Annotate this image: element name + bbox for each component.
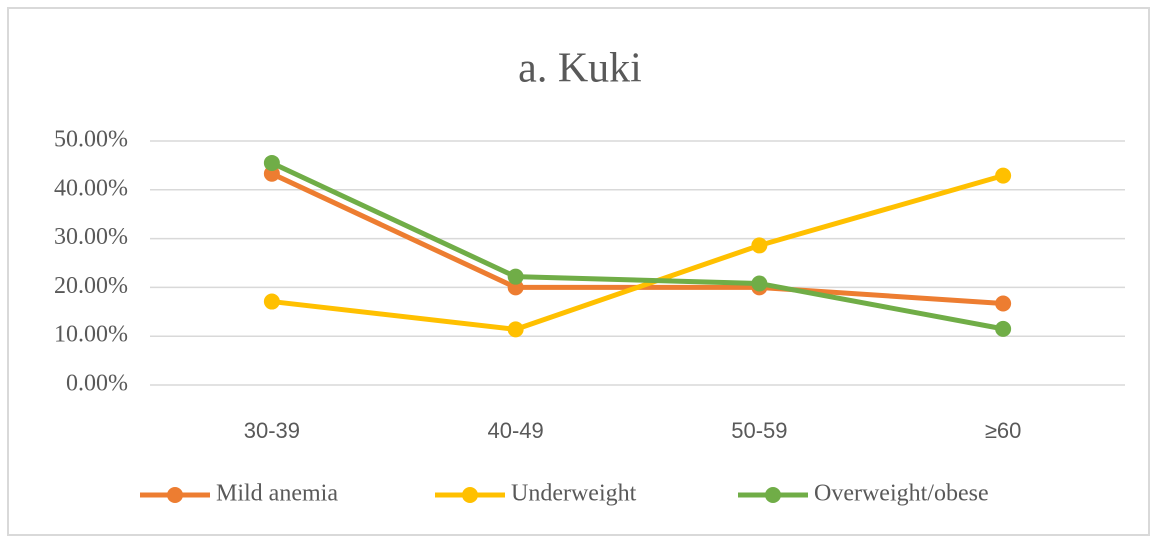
data-point	[995, 320, 1012, 337]
data-point	[507, 268, 524, 285]
legend-marker	[167, 487, 183, 503]
legend-marker	[462, 487, 478, 503]
y-tick-label: 50.00%	[54, 127, 128, 153]
data-point	[263, 154, 280, 171]
y-tick-label: 0.00%	[66, 371, 128, 397]
x-tick-label: ≥60	[985, 418, 1022, 443]
series-line	[270, 160, 1004, 332]
legend-label: Overweight/obese	[814, 481, 989, 507]
data-point	[507, 321, 524, 338]
y-tick-label: 20.00%	[54, 273, 128, 299]
x-tick-label: 50-59	[731, 418, 787, 443]
data-point	[751, 237, 768, 254]
series-line	[271, 173, 1004, 332]
legend-marker	[765, 487, 781, 503]
legend-label: Mild anemia	[216, 481, 338, 507]
y-tick-label: 30.00%	[54, 224, 128, 250]
data-point	[751, 275, 768, 292]
chart-frame	[7, 7, 1150, 536]
data-point	[263, 293, 280, 310]
data-point	[995, 167, 1012, 184]
y-tick-label: 10.00%	[54, 322, 128, 348]
x-tick-label: 40-49	[487, 418, 543, 443]
y-tick-label: 40.00%	[54, 175, 128, 201]
legend-label: Underweight	[511, 481, 637, 507]
chart-title: a. Kuki	[518, 46, 642, 92]
x-tick-label: 30-39	[244, 418, 300, 443]
data-point	[995, 295, 1012, 312]
